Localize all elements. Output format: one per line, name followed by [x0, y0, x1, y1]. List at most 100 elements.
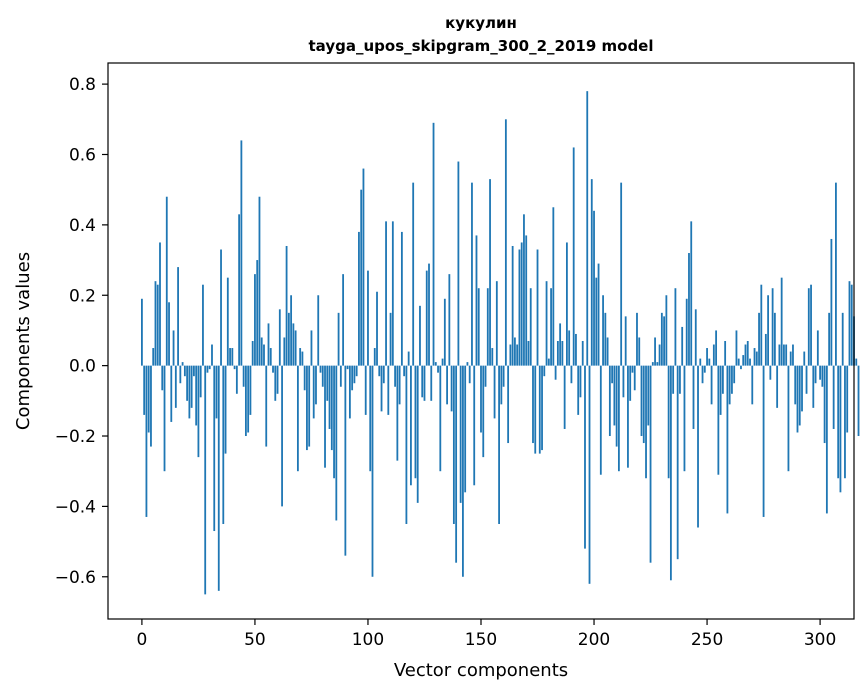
y-tick-label: 0.0 [69, 357, 96, 377]
bar [773, 312, 776, 366]
bar [457, 161, 460, 366]
bar [726, 365, 729, 514]
bar [579, 365, 582, 398]
bar [669, 365, 672, 581]
bar [796, 365, 799, 433]
bar [694, 309, 697, 366]
bar [459, 365, 462, 503]
bar [699, 358, 702, 366]
bar [658, 344, 661, 366]
bar [577, 365, 580, 415]
bar [520, 242, 523, 366]
bar [421, 365, 424, 398]
bar [391, 221, 394, 366]
x-axis-label: Vector components [394, 660, 568, 681]
bar [595, 277, 598, 366]
bar [206, 365, 209, 373]
bar [839, 365, 842, 493]
bar [495, 281, 498, 366]
bar [224, 365, 227, 454]
bar [608, 365, 611, 437]
bar [712, 344, 715, 366]
bar [688, 253, 690, 366]
bar [728, 365, 731, 405]
bar [263, 344, 265, 366]
bar [380, 365, 383, 412]
bar [692, 365, 695, 429]
bar [724, 341, 727, 366]
bar [432, 122, 435, 366]
bar [685, 298, 688, 366]
bar [254, 274, 256, 366]
bar [516, 344, 519, 366]
bar [792, 344, 794, 366]
bar [346, 365, 349, 370]
bar [624, 316, 627, 366]
bar [301, 351, 304, 366]
y-axis-label: Components values [13, 252, 34, 430]
bar [778, 344, 781, 366]
x-tick-label: 250 [691, 630, 723, 650]
bar [296, 365, 299, 472]
bar [373, 348, 376, 366]
bar [278, 309, 281, 366]
chart-title-line1: кукулин [445, 14, 517, 32]
bar [627, 365, 629, 468]
bar [740, 365, 742, 370]
bar [462, 365, 464, 577]
x-tick-label: 0 [136, 630, 147, 650]
bar [249, 365, 252, 415]
bar [315, 365, 317, 405]
bar [572, 147, 575, 366]
x-tick-label: 150 [465, 630, 497, 650]
bar [475, 235, 478, 366]
bar [615, 365, 618, 447]
bar [348, 365, 351, 419]
bar [676, 365, 679, 560]
bar [385, 221, 387, 366]
bar [561, 341, 564, 366]
bar [823, 365, 826, 444]
bar [281, 365, 283, 507]
bar [222, 365, 225, 524]
bar [744, 344, 747, 366]
bar [581, 341, 584, 366]
bar [165, 196, 168, 366]
bar [342, 274, 345, 366]
bar [642, 365, 645, 444]
bar [514, 337, 516, 366]
bar [710, 365, 713, 405]
y-tick-label: 0.8 [69, 75, 96, 95]
bar [703, 365, 706, 373]
bar [735, 330, 738, 366]
bar [387, 365, 390, 415]
bar [294, 330, 297, 366]
bar [575, 333, 577, 366]
bar [434, 362, 437, 366]
bar [355, 365, 358, 377]
y-tick-label: 0.4 [69, 216, 96, 236]
bar [588, 365, 591, 584]
bar [674, 288, 677, 366]
bar [762, 365, 765, 517]
bar [697, 365, 699, 528]
bar [389, 312, 392, 366]
bar [611, 365, 614, 384]
bar [534, 365, 537, 454]
bar [150, 365, 152, 447]
bar [306, 365, 308, 451]
bar [414, 365, 417, 479]
bar [152, 348, 155, 366]
bar [633, 365, 636, 391]
bar [489, 179, 491, 366]
bar [398, 365, 401, 405]
bar [848, 281, 851, 366]
bar [511, 245, 514, 366]
bar [816, 330, 819, 366]
bar [821, 365, 824, 387]
bar [706, 348, 708, 366]
bar [846, 365, 849, 433]
bar [217, 365, 220, 591]
bar [439, 365, 442, 472]
bar [649, 365, 652, 563]
